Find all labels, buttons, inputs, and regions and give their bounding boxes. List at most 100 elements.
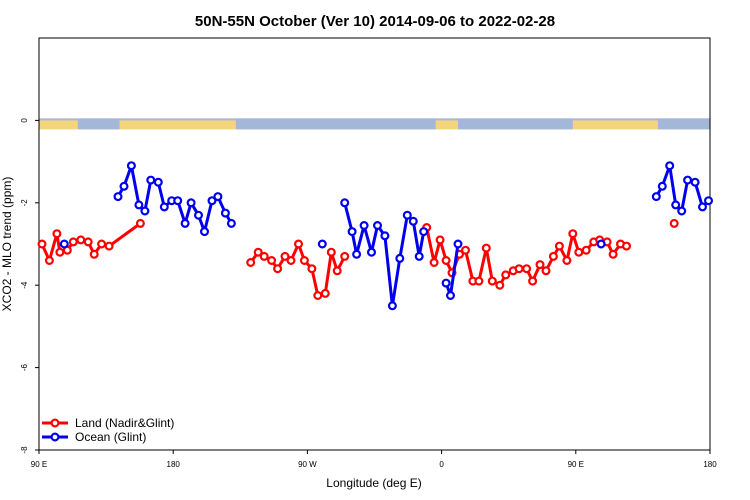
data-point [332,266,342,276]
data-point [481,243,491,253]
data-point [581,245,591,255]
legend-label: Land (Nadir&Glint) [75,416,174,430]
ocean-band [39,118,710,121]
data-point [568,229,578,239]
data-point [419,227,429,237]
x-tick-label: 90 E [31,460,47,469]
data-point [259,251,269,261]
ocean-band [235,118,436,130]
data-point [359,221,369,231]
y-tick-label: -2 [20,199,29,207]
data-point [140,206,150,216]
data-point [286,256,296,266]
y-axis-label: XCO2 - MLO trend (ppm) [0,177,14,312]
data-point [113,192,123,202]
data-point [340,251,350,261]
data-point [541,266,551,276]
data-point [220,208,230,218]
data-point [307,264,317,274]
data-series [37,161,713,311]
y-tick-label: -8 [20,446,29,454]
data-point [621,241,631,251]
data-point [548,251,558,261]
series-ocean [59,161,713,311]
data-point [340,198,350,208]
data-point [474,276,484,286]
data-point [514,264,524,274]
data-point [461,245,471,255]
data-point [186,198,196,208]
data-point [657,181,667,191]
data-point [446,291,456,301]
data-point [200,227,210,237]
x-tick-label: 90 W [298,460,317,469]
data-point [59,239,69,249]
data-point [677,206,687,216]
data-point [535,260,545,270]
data-point [414,251,424,261]
data-point [562,256,572,266]
data-point [159,202,169,212]
data-point [608,249,618,259]
ocean-band [657,118,710,130]
data-point [367,247,377,257]
data-point [273,264,283,274]
x-tick-label: 90 E [568,460,584,469]
data-point [317,239,327,249]
data-point [671,200,681,210]
data-point [76,235,86,245]
data-point [683,175,693,185]
data-point [52,229,62,239]
data-point [697,202,707,212]
data-point [501,270,511,280]
data-point [180,218,190,228]
data-point [487,276,497,286]
data-point [146,175,156,185]
y-tick-label: 0 [20,118,29,123]
data-point [89,249,99,259]
ocean-band [458,118,573,130]
data-point [313,291,323,301]
data-point [153,177,163,187]
data-point [119,181,129,191]
data-point [135,218,145,228]
data-point [320,288,330,298]
data-point [55,247,65,257]
series-land [37,218,679,301]
data-point [37,239,47,249]
data-point [408,216,418,226]
legend-marker [50,418,60,428]
x-tick-label: 180 [167,460,181,469]
data-point [246,258,256,268]
y-tick-label: -6 [20,363,29,371]
data-point [574,247,584,257]
data-point [703,196,713,206]
data-point [453,239,463,249]
legend: Land (Nadir&Glint)Ocean (Glint) [42,416,174,444]
data-point [373,221,383,231]
data-point [690,177,700,187]
data-point [554,241,564,251]
data-point [435,235,445,245]
data-point [402,210,412,220]
ocean-band [77,118,120,130]
data-point [253,247,263,257]
data-point [596,239,606,249]
x-tick-label: 0 [439,460,444,469]
data-point [194,210,204,220]
data-point [207,196,217,206]
data-point [387,301,397,311]
y-tick-label: -4 [20,281,29,289]
data-point [665,161,675,171]
data-point [104,241,114,251]
data-point [97,239,107,249]
data-point [651,192,661,202]
data-point [395,253,405,263]
data-point [669,218,679,228]
land-sea-strip [39,118,710,130]
data-point [495,280,505,290]
legend-label: Ocean (Glint) [75,430,146,444]
axes-ticks: 90 E 180 90 W 0 90 E 180 0 -2 -4 -6 -8 [20,118,717,469]
data-point [326,247,336,257]
